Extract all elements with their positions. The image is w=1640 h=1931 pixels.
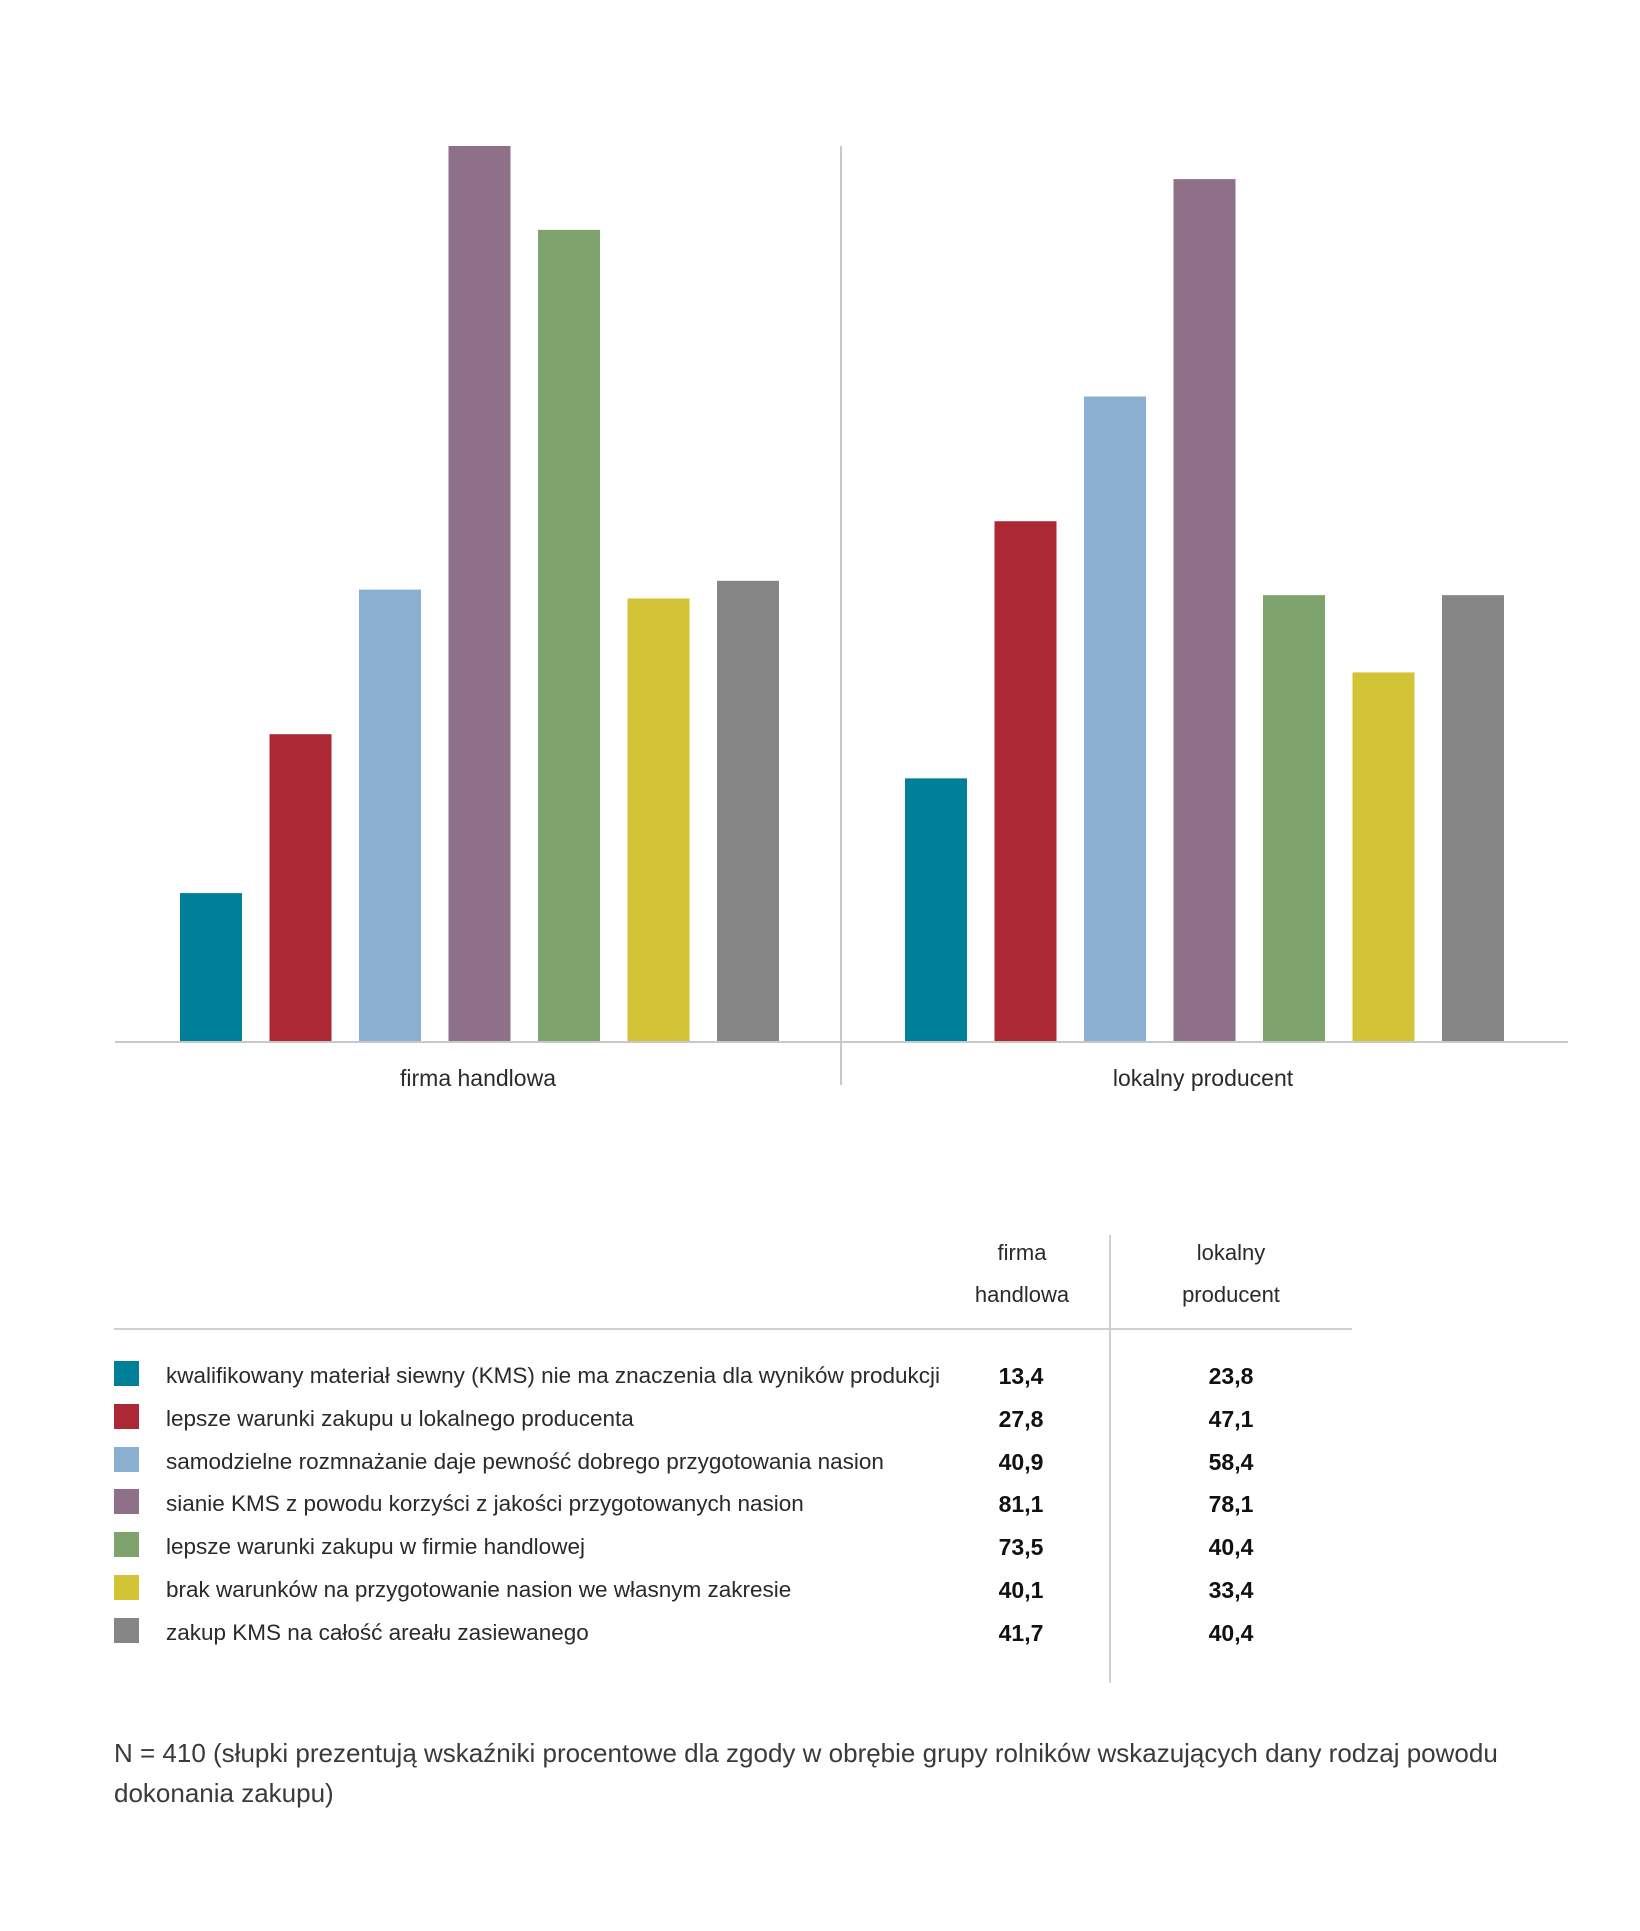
bar-1-2 <box>269 734 332 1041</box>
bar-1-5 <box>538 229 600 1041</box>
legend-swatch <box>114 1403 139 1429</box>
value-lokalny-producent: 47,1 <box>1208 1405 1254 1432</box>
table-header-lokalny-producent: lokalny producent <box>1146 1232 1316 1316</box>
row-label: lepsze warunki zakupu w firmie handlowej <box>166 1534 585 1560</box>
value-lokalny-producent: 58,4 <box>1208 1448 1254 1475</box>
value-firma-handlowa: 40,1 <box>998 1577 1044 1603</box>
value-firma-handlowa: 81,1 <box>998 1491 1044 1518</box>
table-header-lokalny-line1: lokalny <box>1196 1240 1266 1265</box>
table-header-firma-line2: handlowa <box>974 1282 1070 1307</box>
bar-2-7 <box>1442 595 1504 1041</box>
table-header-lokalny-line2: producent <box>1182 1282 1280 1307</box>
row-label: sianie KMS z powodu korzyści z jakości p… <box>166 1491 804 1517</box>
table-header-firma-handlowa: firma handlowa <box>937 1232 1107 1316</box>
table-row: samodzielne rozmnażanie daje pewność dob… <box>114 1446 1374 1477</box>
row-label: samodzielne rozmnażanie daje pewność dob… <box>166 1448 884 1474</box>
legend-swatch <box>114 1532 139 1558</box>
bar-1-7 <box>717 580 779 1041</box>
bar-chart: firma handlowa lokalny producent <box>115 146 1568 1091</box>
footnote: N = 410 (słupki prezentują wskaźniki pro… <box>114 1738 1498 1808</box>
bar-1-4 <box>448 146 511 1041</box>
table-row: lepsze warunki zakupu u lokalnego produc… <box>114 1403 1374 1434</box>
row-label: zakup KMS na całość areału zasiewanego <box>166 1619 589 1645</box>
bar-2-4 <box>1173 179 1236 1041</box>
value-lokalny-producent: 40,4 <box>1208 1619 1254 1646</box>
table-row: sianie KMS z powodu korzyści z jakości p… <box>114 1489 1374 1519</box>
value-lokalny-producent: 33,4 <box>1208 1577 1254 1603</box>
bar-2-1 <box>905 778 967 1041</box>
table-row: kwalifikowany materiał siewny (KMS) nie … <box>114 1361 1374 1391</box>
legend-swatch <box>114 1446 139 1472</box>
category-label-2: lokalny producent <box>1113 1065 1294 1091</box>
bar-2-2 <box>994 521 1057 1041</box>
value-firma-handlowa: 13,4 <box>998 1363 1044 1389</box>
bar-1-3 <box>359 589 421 1041</box>
table-row: brak warunków na przygotowanie nasion we… <box>114 1575 1374 1605</box>
value-firma-handlowa: 27,8 <box>998 1405 1044 1432</box>
bar-1-1 <box>180 893 242 1041</box>
table-row: zakup KMS na całość areału zasiewanego 41… <box>114 1617 1374 1648</box>
legend-swatch <box>114 1489 139 1515</box>
table-header-divider <box>114 1328 1352 1330</box>
row-label: brak warunków na przygotowanie nasion we… <box>166 1577 792 1602</box>
table-column-divider <box>1109 1235 1111 1683</box>
bar-2-5 <box>1263 595 1325 1041</box>
value-firma-handlowa: 40,9 <box>998 1448 1044 1475</box>
legend-swatch <box>114 1361 139 1386</box>
row-label: lepsze warunki zakupu u lokalnego produc… <box>166 1405 634 1431</box>
value-lokalny-producent: 78,1 <box>1208 1491 1254 1518</box>
table-header-firma-line1: firma <box>997 1240 1047 1265</box>
value-firma-handlowa: 73,5 <box>998 1534 1044 1561</box>
legend-swatch <box>114 1617 139 1643</box>
value-lokalny-producent: 40,4 <box>1208 1534 1254 1561</box>
value-lokalny-producent: 23,8 <box>1208 1363 1254 1389</box>
category-label-1: firma handlowa <box>400 1065 556 1091</box>
row-label: kwalifikowany materiał siewny (KMS) nie … <box>166 1363 941 1388</box>
value-firma-handlowa: 41,7 <box>998 1619 1044 1646</box>
bar-2-6 <box>1352 672 1415 1041</box>
bar-2-3 <box>1084 396 1146 1041</box>
legend-swatch <box>114 1575 139 1600</box>
bar-1-6 <box>627 598 690 1041</box>
table-row: lepsze warunki zakupu w firmie handlowej… <box>114 1532 1374 1562</box>
